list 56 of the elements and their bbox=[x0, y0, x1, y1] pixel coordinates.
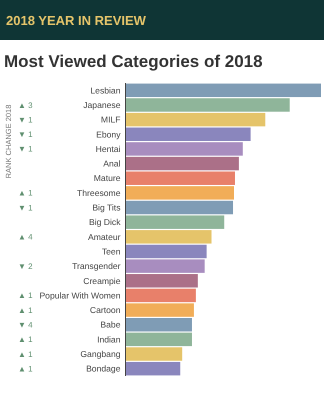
text: ▼ 2 bbox=[18, 262, 34, 271]
y-tick-label: Teen bbox=[102, 246, 121, 256]
bar bbox=[126, 274, 198, 288]
y-tick-label: Indian bbox=[97, 334, 121, 344]
y-tick-label: Big Tits bbox=[92, 202, 120, 213]
bar bbox=[126, 128, 251, 142]
y-tick-label: Creampie bbox=[83, 276, 121, 286]
text: ▼ 1 bbox=[18, 144, 34, 154]
header-banner: 2018 YEAR IN REVIEW bbox=[0, 0, 324, 40]
y-tick-label: Lesbian bbox=[90, 85, 121, 96]
text: ▲ 4 bbox=[18, 232, 34, 242]
y-tick-label: Mature bbox=[94, 173, 121, 184]
bar bbox=[126, 142, 243, 156]
text: ▲ 1 bbox=[18, 188, 34, 198]
text: ▲ 1 bbox=[18, 306, 34, 315]
y-tick-label: Hentai bbox=[96, 144, 121, 154]
y-tick-label: Big Dick bbox=[88, 217, 122, 228]
y-tick-label: Anal bbox=[103, 158, 121, 169]
text: ▼ 1 bbox=[18, 130, 34, 140]
bar bbox=[126, 156, 239, 170]
y-tick-label: Gangbang bbox=[80, 349, 121, 360]
bar bbox=[126, 98, 290, 112]
y-tick-label: Threesome bbox=[77, 188, 121, 198]
bar bbox=[126, 171, 235, 185]
text: ▲ 3 bbox=[18, 100, 34, 110]
text: ▲ 1 bbox=[18, 350, 34, 359]
chart-title: Most Viewed Categories of 2018 bbox=[4, 52, 263, 71]
text: ▲ 1 bbox=[18, 291, 34, 300]
text: ▼ 1 bbox=[18, 115, 34, 124]
y-tick-label: Ebony bbox=[96, 129, 122, 140]
bar bbox=[126, 84, 321, 98]
bar bbox=[126, 230, 212, 244]
text: ▲ 1 bbox=[18, 364, 34, 374]
bar bbox=[126, 332, 192, 346]
bar bbox=[126, 112, 266, 126]
text: ▲ 1 bbox=[18, 335, 34, 344]
y-tick-label: Amateur bbox=[88, 232, 121, 242]
y-tick-label: Japanese bbox=[83, 100, 121, 110]
bar bbox=[126, 244, 207, 258]
y-tick-label: Cartoon bbox=[90, 305, 121, 316]
bar bbox=[126, 215, 224, 229]
bar bbox=[126, 318, 192, 332]
y-tick-label: Babe bbox=[100, 320, 121, 330]
bar bbox=[126, 347, 182, 361]
bar bbox=[126, 200, 234, 214]
text: ▼ 4 bbox=[18, 320, 34, 330]
y-tick-label: Transgender bbox=[72, 261, 121, 272]
y-tick-label: Popular With Women bbox=[39, 290, 121, 300]
bar bbox=[126, 288, 196, 302]
bar bbox=[126, 362, 180, 376]
y-tick-label: Bondage bbox=[86, 364, 121, 374]
text: ▼ 1 bbox=[18, 203, 34, 212]
bar bbox=[126, 303, 194, 317]
bar bbox=[126, 186, 234, 200]
bar bbox=[126, 259, 205, 273]
y-tick-label: MILF bbox=[100, 114, 120, 125]
